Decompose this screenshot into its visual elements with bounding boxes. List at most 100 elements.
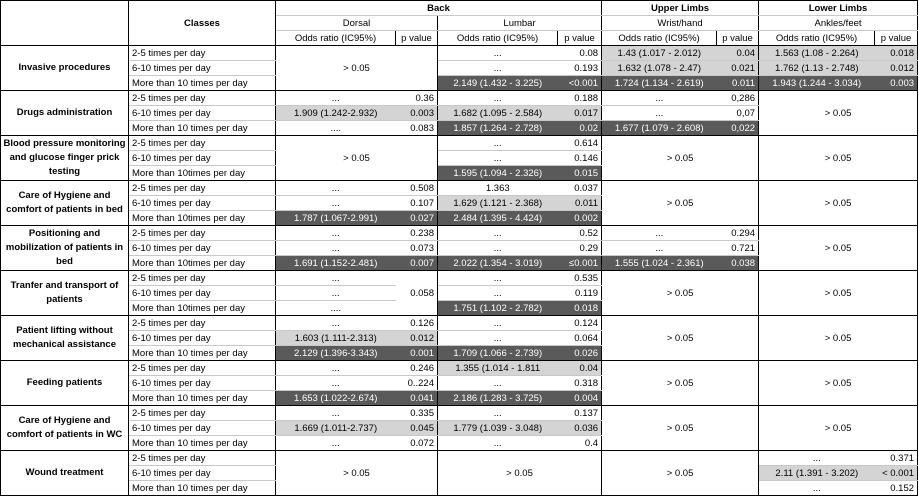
lumbar-p-cell: 0.015	[557, 165, 603, 181]
dorsal-or-cell: 1.691 (1.152-2.481)	[275, 255, 396, 271]
wrist-or-header: Odds ratio (IC95%)	[601, 30, 718, 46]
row-label-feeding: Feeding patients	[0, 360, 129, 406]
frequency-label: 2-5 times per day	[128, 405, 276, 421]
table-row: 6-10 times per day ... 0.193 1.632 (1.07…	[1, 60, 919, 76]
wrist-or-cell: 1.555 (1.024 - 2.361)	[601, 255, 717, 271]
lumbar-p-cell: 0.036	[557, 420, 603, 436]
lumbar-or-cell: 2.484 (1.395 - 4.424)	[437, 210, 558, 226]
wrist-or-cell: ...	[601, 90, 717, 106]
lumbar-p-cell: 0.02	[557, 120, 603, 136]
dorsal-p-cell: 0.335	[395, 405, 438, 421]
dorsal-p-cell: 0.126	[395, 315, 438, 331]
lumbar-or-cell: ...	[437, 90, 558, 106]
wrist-hand-header: Wrist/hand	[601, 15, 760, 31]
table-row: 6-10 times per day 1.669 (1.011-2.737) 0…	[1, 420, 918, 436]
lumbar-or-cell: 1.363	[437, 180, 558, 196]
wrist-or-cell: ...	[601, 225, 717, 241]
dorsal-p-cell: 0.36	[395, 90, 438, 106]
dorsal-p-cell: 0.508	[395, 180, 438, 196]
lumbar-or-cell: ...	[437, 330, 558, 346]
ankles-or-cell: ...	[758, 480, 875, 496]
dorsal-p-cell: 0.041	[395, 390, 438, 406]
wrist-merged-cell: > 0.05	[601, 360, 760, 406]
frequency-label: 6-10 times per day	[128, 330, 276, 346]
lumbar-or-cell: 1.779 (1.039 - 3.048)	[437, 420, 558, 436]
table-row: More than 10 times per day 2.149 (1.432 …	[1, 75, 919, 91]
frequency-label: 2-5 times per day	[128, 450, 276, 466]
dorsal-or-cell: ...	[275, 240, 396, 256]
dorsal-or-cell: ...	[275, 375, 396, 391]
frequency-label: More than 10 times per day	[128, 435, 276, 451]
wrist-merged-cell: > 0.05	[601, 450, 760, 496]
ankles-p-cell: 0.018	[874, 45, 919, 61]
frequency-label: 2-5 times per day	[128, 45, 276, 61]
lumbar-p-cell: 0.018	[557, 300, 603, 316]
lumbar-p-cell: 0.017	[557, 105, 603, 121]
ankles-p-cell: 0.003	[874, 75, 919, 91]
dorsal-p-cell: 0.027	[395, 210, 438, 226]
frequency-label: More than 10times per day	[128, 300, 276, 316]
dorsal-or-cell: ...	[275, 225, 396, 241]
dorsal-or-cell: ...	[275, 90, 396, 106]
frequency-label: 6-10 times per day	[128, 465, 276, 481]
table-row: 6-10 times per day ... 0..224 ... 0.318	[1, 375, 918, 391]
frequency-label: More than 10 times per day	[128, 390, 276, 406]
table-row: More than 10 times per day .... 0.083 1.…	[1, 120, 918, 136]
frequency-label: More than 10times per day	[128, 165, 276, 181]
wrist-p-cell: 0.294	[716, 225, 760, 241]
wrist-or-cell: 1.724 (1.134 - 2.619)	[601, 75, 717, 91]
table-row: Tranfer and transport of patients 2-5 ti…	[0, 270, 919, 316]
lumbar-or-cell: ...	[437, 150, 558, 166]
row-label-positioning: Positioning and mobilization of patients…	[0, 225, 129, 271]
wrist-p-header: p value	[716, 30, 760, 46]
ankles-feet-header: Ankles/feet	[758, 15, 919, 31]
wrist-merged-cell: > 0.05	[601, 270, 760, 316]
ankles-or-cell: 1.943 (1.244 - 3.034)	[758, 75, 875, 91]
lumbar-p-cell: 0.29	[557, 240, 603, 256]
dorsal-p-cell: 0.107	[395, 195, 438, 211]
frequency-label: More than 10times per day	[128, 210, 276, 226]
table-row: More than 10times per day 1.787 (1.067-2…	[1, 210, 918, 226]
row-label-blood-pressure: Blood pressure monitoring and glucose fi…	[0, 135, 129, 181]
lumbar-p-cell: ≤0.001	[557, 255, 603, 271]
dorsal-p-cell: 0.045	[395, 420, 438, 436]
ankles-merged-cell: > 0.05	[758, 315, 919, 361]
wrist-merged-cell: > 0.05	[601, 180, 760, 226]
table-row: Care of Hygiene and comfort of patients …	[0, 405, 919, 451]
frequency-label: More than 10 times per day	[128, 75, 276, 91]
header-row-1: Classes Back Upper Limbs Lower Limbs	[0, 0, 919, 46]
lumbar-p-cell: 0.146	[557, 150, 603, 166]
dorsal-p-cell: 0.073	[395, 240, 438, 256]
table-row: Feeding patients 2-5 times per day ... 0…	[0, 360, 919, 406]
row-label-invasive: Invasive procedures	[0, 45, 129, 91]
wrist-p-cell: 0.04	[716, 45, 760, 61]
table-row: Patient lifting without mechanical assis…	[0, 315, 919, 361]
ankles-or-cell: 1.563 (1.08 - 2.264)	[758, 45, 875, 61]
lumbar-or-cell: 1.857 (1.264 - 2.728)	[437, 120, 558, 136]
wrist-merged-cell: > 0.05	[601, 405, 760, 451]
ankles-merged-cell: > 0.05	[758, 360, 919, 406]
lumbar-or-cell: ...	[437, 405, 558, 421]
lumbar-p-cell: 0.119	[557, 285, 603, 301]
row-label-wound: Wound treatment	[0, 450, 129, 496]
lumbar-p-cell: 0.188	[557, 90, 603, 106]
wrist-p-cell: 0,286	[716, 90, 760, 106]
dorsal-or-cell: ...	[275, 180, 396, 196]
lumbar-p-cell: 0.124	[557, 315, 603, 331]
dorsal-or-cell: 2.129 (1.396-3.343)	[275, 345, 396, 361]
wrist-or-cell: ...	[601, 105, 717, 121]
lumbar-or-cell: ...	[437, 435, 558, 451]
dorsal-or-cell: 1.787 (1.067-2.991)	[275, 210, 396, 226]
lumbar-or-cell: ...	[437, 240, 558, 256]
lumbar-p-cell: 0.614	[557, 135, 603, 151]
table-row: Positioning and mobilization of patients…	[0, 225, 919, 271]
wrist-p-cell: 0.011	[716, 75, 760, 91]
ankles-merged-cell: > 0.05	[758, 135, 919, 181]
ankles-p-cell: 0.152	[874, 480, 919, 496]
frequency-label: 2-5 times per day	[128, 135, 276, 151]
table-row: Wound treatment 2-5 times per day > 0.05…	[0, 450, 919, 496]
lumbar-or-cell: 1.595 (1.094 - 2.326)	[437, 165, 558, 181]
lumbar-or-cell: ...	[437, 285, 558, 301]
dorsal-p-header: p value	[395, 30, 438, 46]
